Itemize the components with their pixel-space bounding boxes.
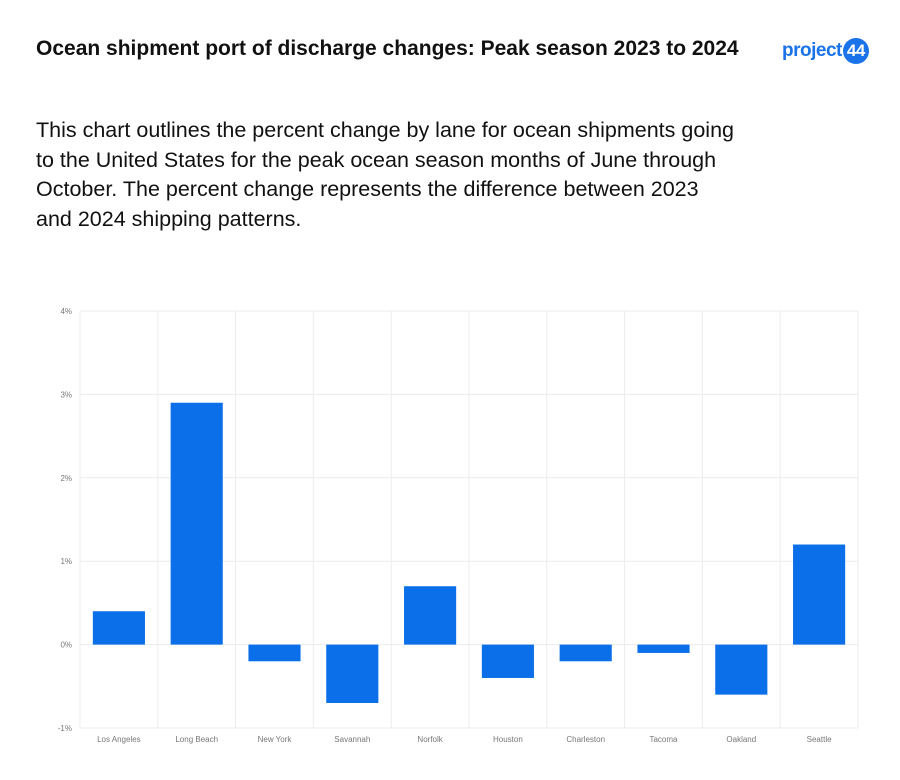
y-tick-label: -1% bbox=[58, 724, 72, 733]
bar bbox=[248, 644, 301, 662]
x-tick-label: Oakland bbox=[726, 735, 756, 744]
y-tick-label: 2% bbox=[60, 474, 72, 483]
chart-description: This chart outlines the percent change b… bbox=[36, 118, 734, 231]
x-tick-label: Los Angeles bbox=[97, 735, 141, 744]
x-tick-label: New York bbox=[258, 735, 293, 744]
logo-text: project bbox=[782, 40, 842, 61]
y-tick-label: 0% bbox=[60, 641, 72, 650]
x-tick-label: Tacoma bbox=[649, 735, 678, 744]
y-tick-label: 3% bbox=[60, 390, 72, 399]
x-tick-label: Norfolk bbox=[417, 735, 443, 744]
bars-layer bbox=[92, 402, 846, 703]
x-tick-label: Charleston bbox=[566, 735, 605, 744]
bar bbox=[793, 544, 846, 645]
bar bbox=[404, 586, 457, 645]
grid-layer bbox=[79, 310, 859, 729]
bar bbox=[715, 644, 768, 695]
bar-chart: 4% 3% 2% 1% 0% -1% Los Angeles Long Beach New Yo… bbox=[58, 307, 859, 744]
y-tick-label: 1% bbox=[60, 557, 72, 566]
x-tick-label: Houston bbox=[493, 735, 523, 744]
y-tick-label: 4% bbox=[60, 307, 72, 316]
bar bbox=[92, 611, 145, 645]
bar bbox=[637, 644, 690, 653]
x-tick-label: Seattle bbox=[807, 735, 832, 744]
labels-layer: 4% 3% 2% 1% 0% -1% Los Angeles Long Beach New Yo… bbox=[58, 307, 832, 744]
project44-logo: project 44 bbox=[782, 36, 869, 66]
x-tick-label: Savannah bbox=[334, 735, 370, 744]
bar bbox=[170, 402, 223, 645]
chart-title: Ocean shipment port of discharge changes… bbox=[36, 37, 739, 60]
bar bbox=[481, 644, 534, 678]
x-tick-label: Long Beach bbox=[175, 735, 218, 744]
bar bbox=[559, 644, 612, 662]
bar bbox=[326, 644, 379, 703]
logo-badge: 44 bbox=[842, 38, 869, 64]
